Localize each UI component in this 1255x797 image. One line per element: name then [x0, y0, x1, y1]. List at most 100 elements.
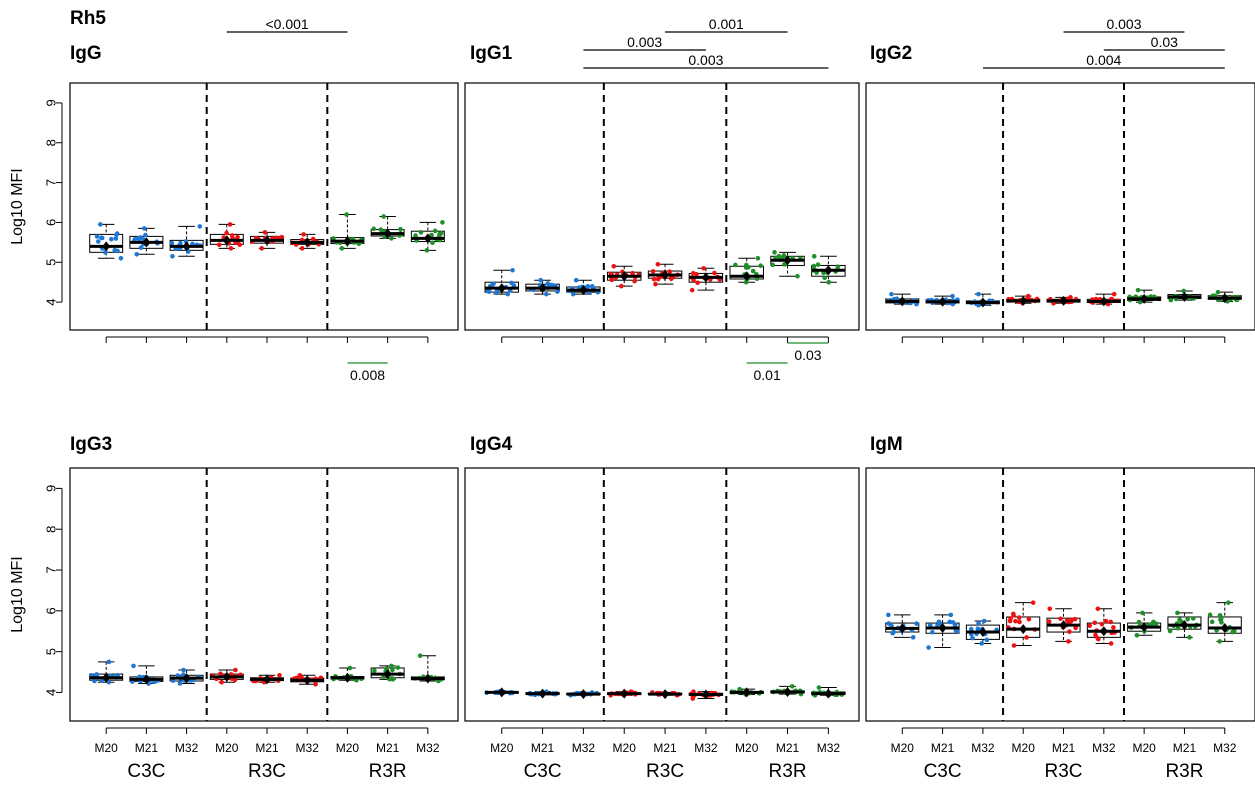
- box-c3c-m20: [484, 267, 519, 297]
- data-point: [694, 272, 699, 277]
- y-tick-label: 6: [43, 607, 58, 614]
- data-point: [750, 268, 756, 274]
- data-point: [429, 232, 434, 238]
- data-point: [1111, 291, 1117, 297]
- data-point: [795, 273, 800, 279]
- data-point: [733, 262, 738, 268]
- group-label: R3C: [646, 761, 684, 782]
- mean-marker: [1220, 293, 1229, 304]
- mean-marker: [538, 283, 547, 294]
- p-value-label: 0.004: [1086, 52, 1121, 68]
- mean-marker: [142, 674, 151, 685]
- mean-marker: [1140, 293, 1149, 304]
- data-point: [927, 622, 933, 628]
- mean-marker: [303, 237, 312, 248]
- data-point: [313, 681, 318, 687]
- x-tick-label: M32: [416, 741, 440, 755]
- box-c3c-m21: [129, 663, 164, 686]
- data-point: [976, 291, 981, 297]
- box-r3r-m21: [1167, 610, 1202, 640]
- data-point: [970, 635, 975, 641]
- data-point: [1030, 600, 1036, 605]
- x-tick-label: M32: [572, 741, 596, 755]
- x-tick-label: M32: [1213, 741, 1237, 755]
- data-point: [976, 620, 981, 626]
- data-point: [197, 224, 203, 229]
- data-point: [418, 230, 424, 235]
- data-point: [372, 668, 377, 674]
- data-point: [826, 279, 832, 285]
- p-value-label: <0.001: [266, 16, 309, 32]
- data-point: [169, 240, 175, 246]
- y-tick-label: 7: [43, 566, 58, 573]
- panel-title: IgG3: [70, 434, 112, 455]
- x-tick-label: M21: [1052, 741, 1076, 755]
- data-point: [1046, 619, 1052, 624]
- data-point: [1136, 619, 1142, 625]
- mean-marker: [263, 674, 272, 685]
- data-point: [653, 281, 658, 287]
- data-point: [99, 678, 104, 684]
- data-point: [395, 665, 401, 670]
- panel-title: IgG: [70, 43, 102, 64]
- data-point: [886, 621, 892, 626]
- data-point: [1225, 600, 1231, 605]
- box-r3r-m32: [811, 685, 846, 699]
- mean-marker: [938, 622, 947, 633]
- box-r3c-m20: [1006, 293, 1041, 306]
- y-tick-label: 6: [43, 219, 58, 226]
- mean-marker: [497, 283, 506, 294]
- data-point: [494, 290, 499, 296]
- box-r3r-m20: [1127, 610, 1162, 638]
- panel-title: IgG2: [870, 43, 912, 64]
- data-point: [1209, 619, 1215, 625]
- data-point: [389, 236, 394, 241]
- plot-frame: [464, 467, 860, 722]
- data-point: [233, 667, 238, 673]
- box-r3c-m21: [647, 689, 683, 700]
- data-point: [347, 665, 353, 671]
- group-label: R3R: [1165, 761, 1203, 782]
- data-point: [99, 235, 105, 241]
- data-point: [92, 678, 97, 684]
- data-point: [1011, 611, 1016, 617]
- box-c3c-m21: [925, 612, 960, 650]
- box-r3r-m20: [729, 686, 764, 698]
- data-point: [181, 667, 186, 673]
- box-r3r-m21: [770, 250, 805, 279]
- data-point: [1103, 618, 1109, 624]
- data-point: [1069, 617, 1074, 623]
- data-point: [815, 262, 821, 267]
- significance-annotation: 0.03: [1103, 34, 1225, 51]
- data-point: [1093, 632, 1098, 638]
- data-point: [378, 227, 384, 232]
- data-point: [953, 628, 959, 634]
- data-point: [611, 263, 617, 269]
- data-point: [109, 236, 114, 242]
- data-point: [440, 220, 445, 225]
- x-tick-label: M21: [1173, 741, 1197, 755]
- mean-marker: [1019, 295, 1028, 306]
- x-tick-label: M20: [613, 741, 637, 755]
- significance-annotation: 0.004: [982, 52, 1225, 69]
- plot-frame: [464, 82, 860, 331]
- box-r3r-m32: [1207, 289, 1242, 304]
- data-point: [1190, 616, 1196, 621]
- data-point: [227, 222, 233, 227]
- mean-marker: [383, 669, 392, 680]
- data-point: [886, 612, 891, 618]
- data-point: [1175, 625, 1181, 631]
- mean-marker: [1019, 624, 1028, 635]
- mean-marker: [579, 285, 588, 296]
- x-tick-label: M21: [931, 741, 955, 755]
- data-point: [782, 262, 787, 267]
- panel-igm: IgM M20 M21 M32 M20 M21 M32 M20 M21 M32 C3C R3C R3R: [865, 434, 1255, 782]
- box-r3c-m21: [250, 230, 285, 251]
- data-point: [424, 248, 430, 253]
- data-point: [398, 226, 403, 232]
- group-label: R3R: [369, 761, 407, 782]
- box-r3r-m21: [370, 214, 405, 241]
- data-point: [136, 236, 142, 242]
- mean-marker: [538, 688, 547, 699]
- data-point: [1095, 636, 1101, 642]
